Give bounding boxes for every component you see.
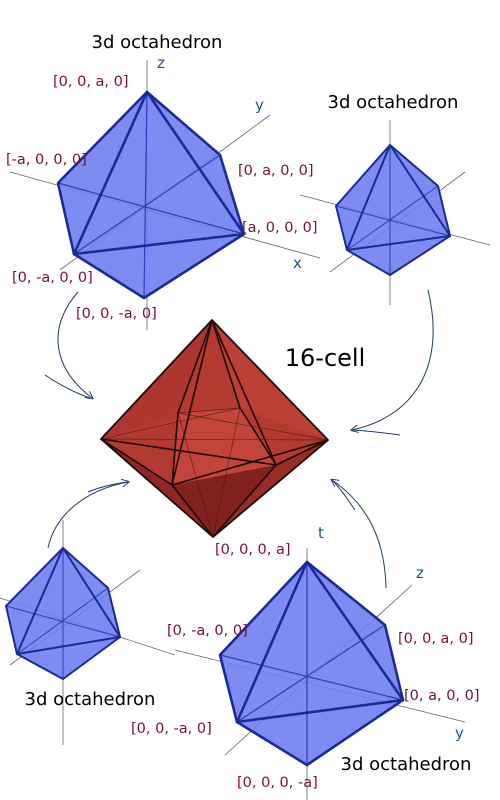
vertex-label: [0, -a, 0, 0] — [167, 623, 248, 639]
vertex-label: [0, 0, -a, 0] — [76, 306, 157, 322]
arrow-top-left-tail — [44, 374, 91, 399]
axis-label-x: x — [293, 254, 302, 272]
arrow-top-left — [57, 291, 92, 398]
octahedron-back-edges — [219, 561, 404, 766]
octahedron-caption: 3d octahedron — [328, 92, 459, 113]
arrow-top-right-tail — [351, 429, 401, 436]
axis-label-z: z — [157, 54, 165, 72]
vertex-label: [0, a, 0, 0] — [238, 163, 314, 179]
octahedron-back-edges — [335, 144, 451, 276]
vertex-label: [0, a, 0, 0] — [404, 688, 480, 704]
octahedron-body — [58, 92, 244, 298]
octahedron-back-edges — [5, 547, 121, 680]
sixteen-cell-projection: 16-cell — [100, 319, 366, 538]
octahedron-top-right: 3d octahedron — [299, 92, 491, 305]
arrows — [44, 289, 434, 589]
octahedron-front-edges — [56, 90, 246, 300]
vertex-label: [0, 0, a, 0] — [398, 631, 474, 647]
cell-hidden-edges — [100, 407, 329, 538]
octahedron-body — [336, 145, 450, 275]
octahedron-front-edges — [218, 560, 405, 767]
vertex-label: [0, 0, 0, -a] — [237, 775, 318, 791]
octahedron-body — [220, 562, 403, 765]
octahedron-caption: 3d octahedron — [341, 754, 472, 775]
vertex-label: [a, 0, 0, 0] — [242, 220, 318, 236]
axis-label-t: t — [318, 524, 324, 542]
arrow-bottom-left-tail — [87, 481, 129, 493]
vertex-label: [0, 0, 0, a] — [215, 542, 291, 558]
arrow-bottom-right — [332, 480, 387, 589]
vertex-label: [0, 0, a, 0] — [53, 74, 129, 90]
axis-label-z: z — [416, 564, 424, 582]
cell-face — [172, 408, 276, 485]
arrow-bottom-right-tail — [331, 479, 356, 511]
octahedron-caption: 3d octahedron — [92, 32, 223, 53]
octahedron-caption: 3d octahedron — [25, 689, 156, 710]
octahedron-bottom-right: t z y [0, 0, 0, a] [0, -a, 0, 0] [0, 0, … — [131, 524, 480, 800]
arrow-top-right — [352, 289, 434, 430]
octahedron-front-edges — [5, 547, 121, 680]
vertex-label: [-a, 0, 0, 0] — [6, 152, 87, 168]
axis-label-y: y — [455, 724, 464, 742]
octahedron-top-left: 3d octahedron z y x [0, 0, a, 0] [-a, 0,… — [6, 32, 321, 330]
arrow-bottom-left — [47, 482, 128, 549]
octahedron-front-edges — [335, 144, 451, 276]
vertex-label: [0, -a, 0, 0] — [12, 270, 93, 286]
axis-label-y: y — [255, 96, 264, 114]
diagram-title: 16-cell — [285, 344, 366, 372]
vertex-label: [0, 0, -a, 0] — [131, 721, 212, 737]
cell-edges — [100, 319, 329, 538]
octahedron-bottom-left: 3d octahedron — [0, 520, 176, 745]
octahedron-back-edges — [57, 91, 245, 299]
